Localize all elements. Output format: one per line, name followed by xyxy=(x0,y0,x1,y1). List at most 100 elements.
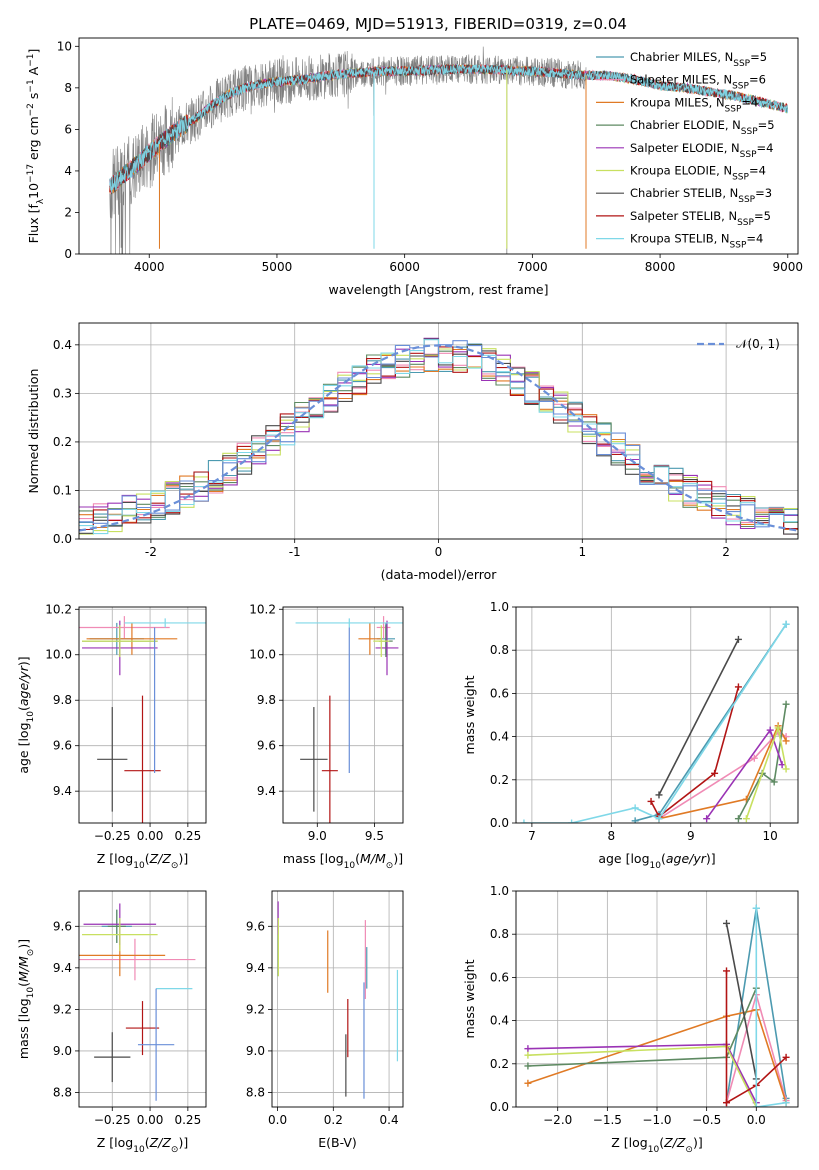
plot-area-mass_vs_Z xyxy=(79,891,206,1107)
axes-frame-residuals: -2 -1 0 1 2 0.0 0.1 0.2 0.3 0.4 𝒩(0, 1) (data-model… xyxy=(26,322,799,582)
y-tick-label: 9.0 xyxy=(246,1044,265,1058)
x-tick-label: 9.0 xyxy=(308,829,327,843)
axes-age_vs_mass: 9.0 9.5 9.4 9.6 9.8 10.0 10.2 mass [log10(M/M⊙)… xyxy=(249,602,404,871)
legend-label: Chabrier ELODIE, NSSP=5 xyxy=(630,118,775,137)
axes-frame-mass_weight_vs_age: 7 8 9 10 0.0 0.2 0.4 0.6 0.8 1.0 age [log10(age/yr… xyxy=(462,600,799,871)
y-tick-label: 10.0 xyxy=(249,648,276,662)
axes-frame-age_vs_Z: −0.25 0.00 0.25 9.4 9.6 9.8 10.0 10.2 Z [log10(Z… xyxy=(16,602,207,871)
y-tick-label: 10.0 xyxy=(45,648,72,662)
axes-frame-mass_vs_Z: −0.25 0.00 0.25 8.8 9.0 9.2 9.4 9.6 Z [log10(Z/Z… xyxy=(16,890,207,1155)
axes-mass_weight_vs_Z: −2.0 −1.5 −1.0 −0.5 0.0 0.0 0.2 0.4 0.6 0.8 1.0 Z [… xyxy=(462,884,799,1155)
x-tick-label: 0.25 xyxy=(174,829,201,843)
y-tick-label: 0.0 xyxy=(490,1100,509,1114)
x-tick-label: 8 xyxy=(608,829,616,843)
figure-title: PLATE=0469, MJD=51913, FIBERID=0319, z=0… xyxy=(249,15,627,33)
axes-border xyxy=(282,606,404,824)
x-tick-label: 0.00 xyxy=(137,829,164,843)
y-tick-label: 0.2 xyxy=(53,435,72,449)
x-tick-label: 7000 xyxy=(517,260,548,274)
x-tick-label: −2.0 xyxy=(543,1113,572,1127)
axes-spectrum: 4000 5000 6000 7000 8000 9000 0 2 4 6 8 10 Chabrier … xyxy=(26,37,803,297)
y-tick-label: 10 xyxy=(57,39,72,53)
y-tick-label: 0 xyxy=(64,247,72,261)
x-axis-label: (data-model)/error xyxy=(381,567,498,582)
y-axis-label: age [log10(age/yr)] xyxy=(16,656,36,773)
axes-border xyxy=(78,606,207,824)
y-tick-label: 9.2 xyxy=(246,1002,265,1016)
y-tick-label: 10.2 xyxy=(45,602,72,616)
legend-label: Salpeter MILES, NSSP=6 xyxy=(630,73,766,92)
x-axis-label: wavelength [Angstrom, rest frame] xyxy=(328,282,548,297)
y-tick-label: 2 xyxy=(64,205,72,219)
legend-label: Kroupa STELIB, NSSP=4 xyxy=(630,232,763,251)
legend: Chabrier MILES, NSSP=5 Salpeter MILES, NS… xyxy=(596,50,775,251)
y-tick-label: 0.4 xyxy=(490,1014,509,1028)
legend-label: Salpeter STELIB, NSSP=5 xyxy=(630,209,771,228)
y-tick-label: 0.0 xyxy=(490,816,509,830)
y-tick-label: 9.0 xyxy=(53,1044,72,1058)
y-tick-label: 9.6 xyxy=(53,739,72,753)
x-tick-label: 9.5 xyxy=(365,829,384,843)
x-tick-label: 2 xyxy=(722,545,730,559)
plot-area-mass_weight_vs_Z xyxy=(516,891,798,1107)
y-tick-label: 9.6 xyxy=(53,919,72,933)
y-tick-label: 0.4 xyxy=(490,730,509,744)
x-tick-label: 0.0 xyxy=(747,1113,766,1127)
x-axis-label: age [log10(age/yr)] xyxy=(598,851,715,871)
x-tick-label: 8000 xyxy=(645,260,676,274)
y-tick-label: 0.2 xyxy=(490,773,509,787)
y-tick-label: 9.6 xyxy=(257,739,276,753)
x-axis-label: Z [log10(Z/Z⊙)] xyxy=(611,1135,702,1155)
x-axis-label: Z [log10(Z/Z⊙)] xyxy=(97,1135,188,1155)
y-tick-label: 9.4 xyxy=(53,784,72,798)
histogram-step xyxy=(79,340,798,528)
y-axis-label: mass [log10(M/M⊙)] xyxy=(16,939,36,1059)
mass-weight-line xyxy=(527,1008,787,1103)
y-axis-label: Flux [fλ10−17 erg cm−2 s−1 A−1] xyxy=(26,49,46,244)
mass-weight-line xyxy=(523,623,787,823)
axes-border xyxy=(78,322,799,540)
mass-weight-line xyxy=(634,623,787,822)
y-tick-label: 9.4 xyxy=(257,784,276,798)
x-tick-label: 0.2 xyxy=(324,1113,343,1127)
axes-border xyxy=(515,606,799,824)
axes-border xyxy=(78,37,799,255)
mass-weight-line xyxy=(745,724,787,819)
x-tick-label: −0.5 xyxy=(692,1113,721,1127)
y-tick-label: 0.3 xyxy=(53,386,72,400)
mass-weight-line xyxy=(527,1045,758,1107)
x-tick-label: 7 xyxy=(528,829,536,843)
normal-curve xyxy=(79,344,798,532)
y-tick-label: 10.2 xyxy=(249,602,276,616)
mass-weight-line xyxy=(658,723,787,820)
legend-label: Kroupa MILES, NSSP=4 xyxy=(630,95,758,114)
x-tick-label: -1 xyxy=(289,545,301,559)
x-tick-label: −0.25 xyxy=(94,1113,131,1127)
y-tick-label: 6 xyxy=(64,122,72,136)
x-tick-label: -2 xyxy=(145,545,157,559)
x-tick-label: −0.25 xyxy=(94,829,131,843)
x-tick-label: 9 xyxy=(687,829,695,843)
plot-area-mass_weight_vs_age xyxy=(516,607,798,823)
y-tick-label: 9.4 xyxy=(246,961,265,975)
y-axis-label: mass weight xyxy=(462,675,477,754)
mass-weight-line xyxy=(658,639,740,796)
y-tick-label: 8 xyxy=(64,81,72,95)
y-tick-label: 9.8 xyxy=(257,693,276,707)
y-tick-label: 0.6 xyxy=(490,970,509,984)
plot-area-age_vs_mass xyxy=(283,607,403,823)
model-spectrum-line xyxy=(109,63,788,195)
y-tick-label: 0.4 xyxy=(53,338,72,352)
y-tick-label: 0.0 xyxy=(53,532,72,546)
y-tick-label: 9.6 xyxy=(246,919,265,933)
y-tick-label: 8.8 xyxy=(53,1085,72,1099)
model-spectrum-line xyxy=(109,64,788,193)
axes-residuals: -2 -1 0 1 2 0.0 0.1 0.2 0.3 0.4 𝒩(0, 1) (data-model… xyxy=(26,322,799,582)
plot-area-mass_vs_ebv xyxy=(272,891,403,1107)
legend-label: Chabrier STELIB, NSSP=3 xyxy=(630,186,772,205)
y-axis-label: mass weight xyxy=(462,959,477,1038)
y-tick-label: 0.2 xyxy=(490,1057,509,1071)
axes-frame-spectrum: 4000 5000 6000 7000 8000 9000 0 2 4 6 8 10 Chabrier … xyxy=(26,37,803,297)
x-tick-label: 0.0 xyxy=(268,1113,287,1127)
axes-border xyxy=(271,890,404,1108)
